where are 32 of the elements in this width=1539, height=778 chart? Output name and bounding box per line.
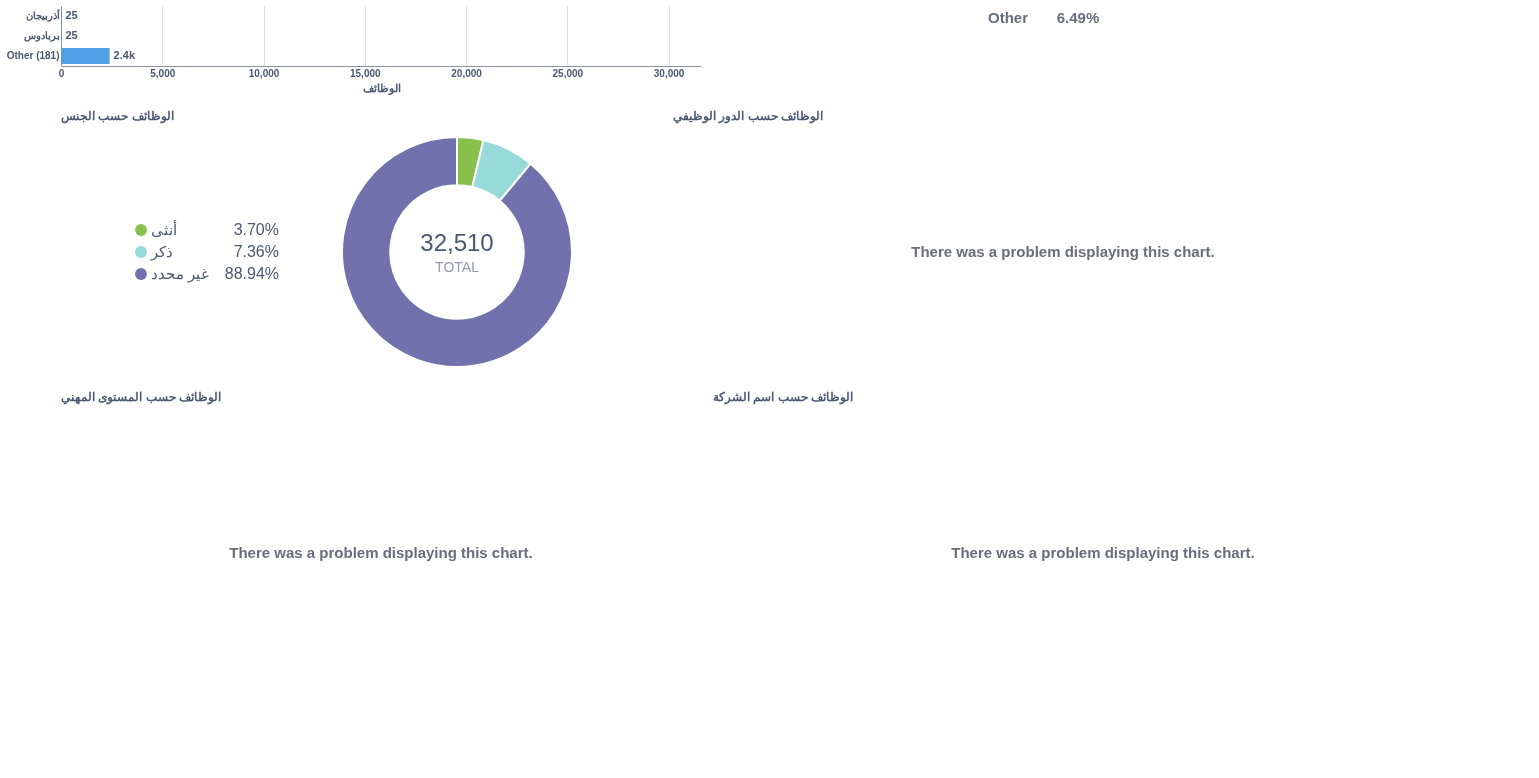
- y-tick-label: بربادوس: [23, 30, 60, 42]
- data-label: 3.70%: [233, 221, 279, 238]
- x-tick-label: 25,000: [552, 67, 584, 79]
- y-tick-label: Other (181): [6, 50, 60, 61]
- legend-label: أنثى: [151, 220, 177, 238]
- chart-title: الوظائف حسب الجنس: [61, 109, 174, 124]
- data-label: 2.4k: [113, 49, 136, 61]
- text: Other: [987, 9, 1029, 26]
- text: 6.49%: [1056, 9, 1100, 26]
- data-label: 25: [65, 9, 78, 21]
- y-tick-label: أذربيجان: [25, 9, 60, 22]
- x-tick-label: 5,000: [150, 67, 176, 79]
- x-tick-label: 0: [58, 67, 65, 79]
- legend-label: ذكر: [150, 243, 173, 261]
- text: الوظائف حسب اسم الشركة: [713, 390, 854, 405]
- data-label: 25: [65, 29, 78, 41]
- text: 32,510: [420, 229, 494, 256]
- x-tick-label: 10,000: [248, 67, 280, 79]
- text: الوظائف حسب الدور الوظيفي: [673, 109, 824, 124]
- data-label: 7.36%: [233, 243, 279, 260]
- donut-slice: [341, 136, 573, 368]
- x-tick-label: 20,000: [451, 67, 483, 79]
- data-label: 88.94%: [224, 265, 279, 282]
- x-tick-label: 15,000: [350, 67, 382, 79]
- text: There was a problem displaying this chart.: [911, 243, 1215, 260]
- text: TOTAL: [435, 259, 480, 275]
- text: There was a problem displaying this chart.: [229, 544, 533, 561]
- text: الوظائف حسب المستوى المهني: [61, 390, 222, 405]
- text: There was a problem displaying this chart.: [951, 544, 1255, 561]
- x-axis-title: الوظائف: [362, 81, 401, 95]
- x-tick-label: 30,000: [653, 67, 685, 79]
- legend-label: غير محدد: [151, 265, 210, 283]
